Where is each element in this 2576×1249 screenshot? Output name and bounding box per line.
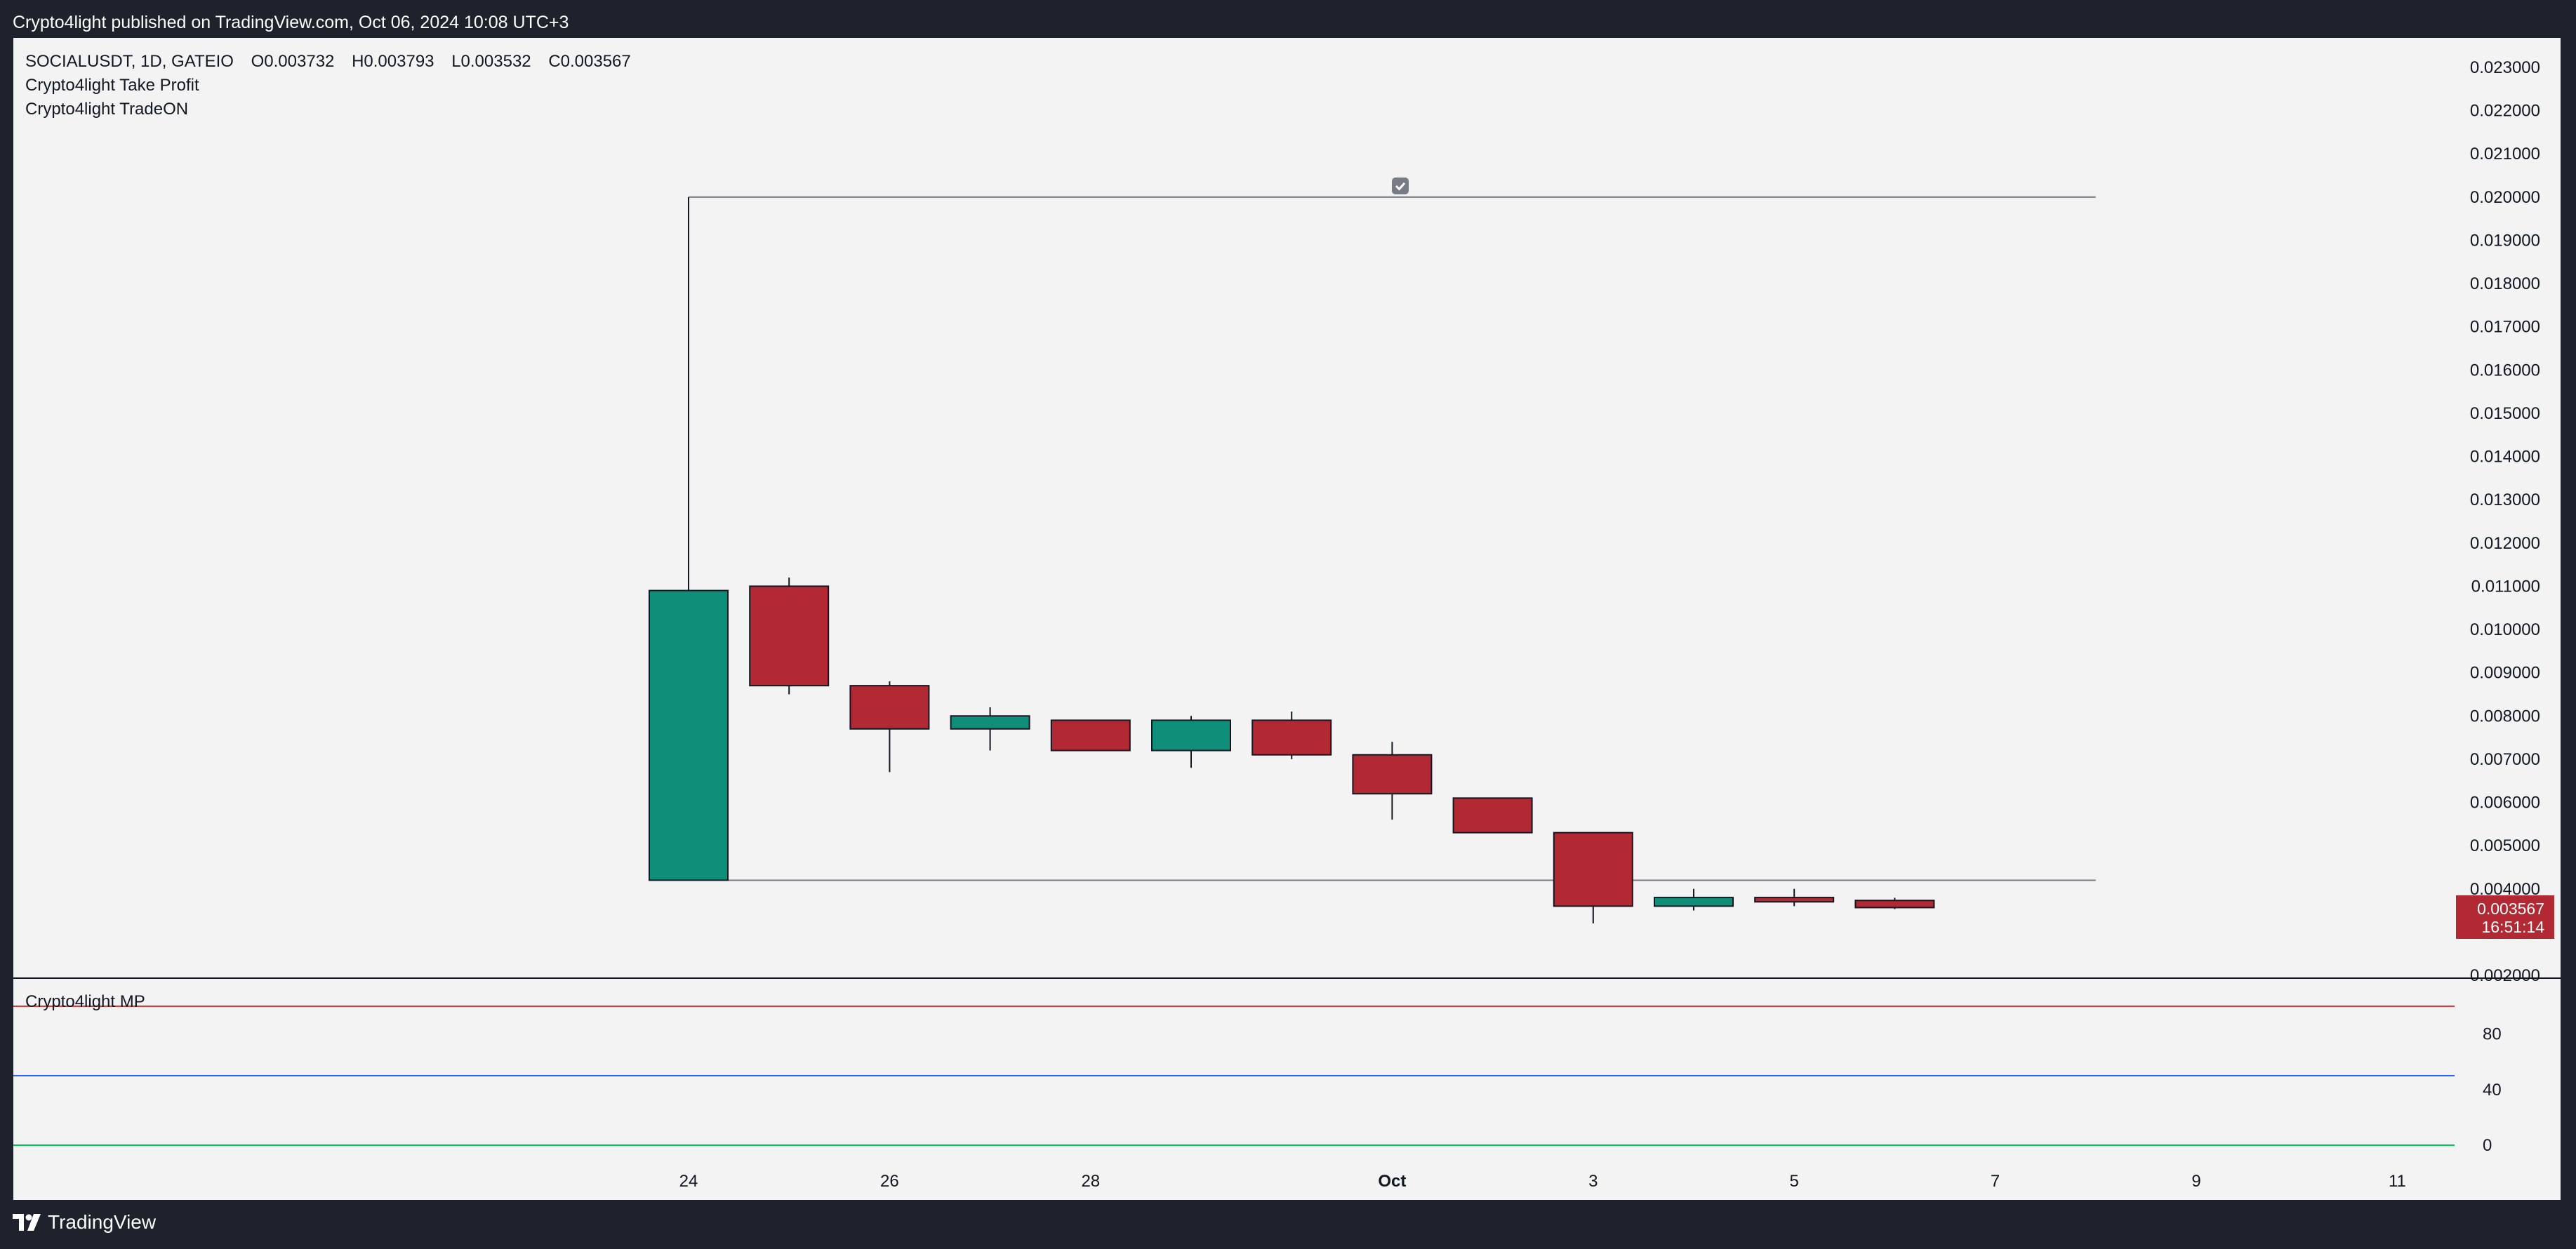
low-value: L0.003532 <box>451 52 531 71</box>
candle-body <box>1452 797 1533 834</box>
candle-body <box>1553 831 1633 907</box>
candle-body <box>1352 754 1433 795</box>
publish-info: Crypto4light published on TradingView.co… <box>13 13 569 32</box>
y-tick-label: 0.021000 <box>2470 145 2540 163</box>
chart-canvas[interactable]: 0.023000 0.022000 0.021000 0.020000 0.019000… <box>13 38 2561 1200</box>
x-tick-label: Oct <box>1378 1172 1406 1191</box>
candle-body <box>1754 897 1835 903</box>
candle-body <box>849 685 930 730</box>
candle-body <box>1252 719 1332 756</box>
y-tick-label: 0.002000 <box>2470 966 2540 985</box>
candle-body <box>1654 897 1734 907</box>
tradingview-logo-icon[interactable] <box>13 1213 42 1232</box>
bar-countdown: 16:51:14 <box>2481 918 2544 936</box>
last-price-badge: 0.003567 16:51:14 <box>2456 895 2554 939</box>
y-tick-label: 0.014000 <box>2470 448 2540 467</box>
y-tick-label: 0.022000 <box>2470 102 2540 121</box>
oscillator-label: Crypto4light MP <box>25 992 145 1011</box>
candle-body <box>649 589 729 881</box>
x-tick-label: 3 <box>1588 1172 1598 1191</box>
y-tick-label: 0.007000 <box>2470 750 2540 769</box>
y-tick-label: 0.008000 <box>2470 707 2540 726</box>
high-value: H0.003793 <box>352 52 434 71</box>
x-tick-label: 28 <box>1081 1172 1100 1191</box>
y-tick-label: 0.011000 <box>2471 577 2540 596</box>
y-tick-label: 0.016000 <box>2470 361 2540 380</box>
checkbox-icon[interactable] <box>1391 177 1409 195</box>
indicator-tradeon-label[interactable]: Crypto4light TradeON <box>25 100 189 119</box>
open-value: O0.003732 <box>251 52 335 71</box>
y-tick-label: 0.009000 <box>2470 664 2540 683</box>
y-tick-label: 0.012000 <box>2470 534 2540 553</box>
x-tick-label: 7 <box>1991 1172 2000 1191</box>
y-tick-label: 0.023000 <box>2470 58 2540 77</box>
y-tick-label: 0.005000 <box>2470 836 2540 855</box>
oscillator-tick-label: 80 <box>2483 1025 2502 1044</box>
y-tick-label: 0.006000 <box>2470 794 2540 813</box>
x-tick-label: 26 <box>880 1172 899 1191</box>
x-tick-label: 5 <box>1790 1172 1799 1191</box>
x-tick-label: 24 <box>679 1172 698 1191</box>
candle-body <box>1854 900 1935 909</box>
x-tick-label: 9 <box>2191 1172 2200 1191</box>
oscillator-tick-label: 0 <box>2483 1136 2492 1155</box>
oscillator-tick-label: 40 <box>2483 1081 2502 1100</box>
candle-body <box>1050 719 1131 752</box>
y-tick-label: 0.019000 <box>2470 231 2540 250</box>
chart-area[interactable]: 0.023000 0.022000 0.021000 0.020000 0.019000… <box>13 38 2561 1200</box>
candle-body <box>1151 719 1231 752</box>
y-tick-label: 0.020000 <box>2470 188 2540 207</box>
x-tick-label: 11 <box>2389 1172 2406 1191</box>
symbol-label: SOCIALUSDT, 1D, GATEIO <box>25 52 234 71</box>
candle-body <box>950 715 1030 730</box>
y-tick-label: 0.010000 <box>2470 620 2540 639</box>
y-tick-label: 0.018000 <box>2470 274 2540 293</box>
y-tick-label: 0.017000 <box>2470 318 2540 337</box>
footer: TradingView <box>13 1211 156 1234</box>
tradingview-brand[interactable]: TradingView <box>48 1211 157 1233</box>
y-tick-label: 0.013000 <box>2470 490 2540 509</box>
symbol-legend: SOCIALUSDT, 1D, GATEIO O0.003732 H0.0037… <box>25 52 631 72</box>
y-tick-label: 0.015000 <box>2470 404 2540 423</box>
indicator-take-profit-label[interactable]: Crypto4light Take Profit <box>25 76 199 95</box>
close-value: C0.003567 <box>548 52 631 71</box>
candle-body <box>749 585 830 687</box>
last-price-value: 0.003567 <box>2477 900 2544 918</box>
